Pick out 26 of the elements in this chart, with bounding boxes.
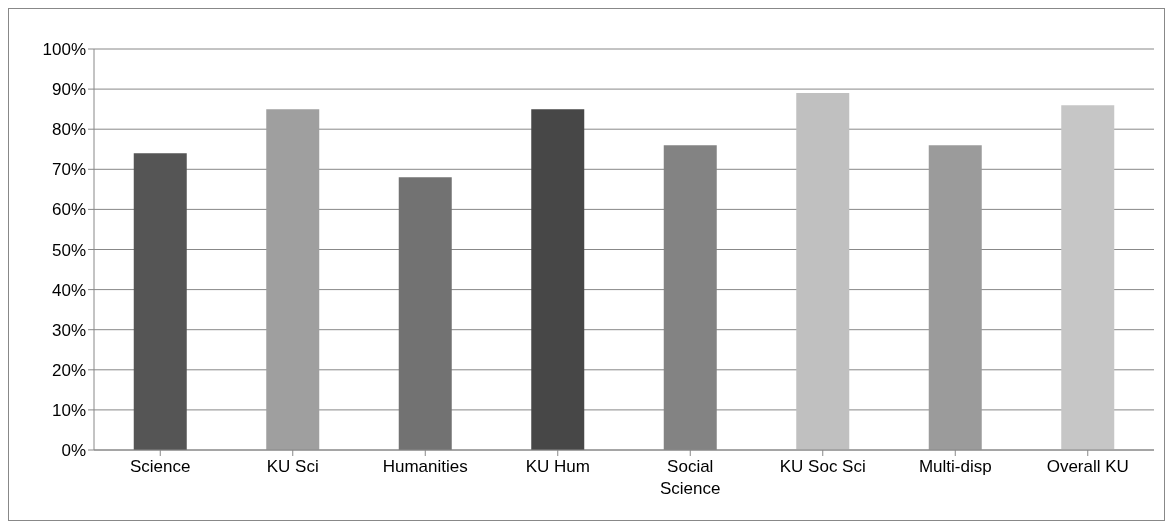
x-tick-label: KU Soc Sci: [779, 457, 866, 476]
x-tick-label: KU Sci: [266, 457, 319, 476]
y-tick-label: 30%: [51, 320, 86, 340]
bar: [796, 93, 850, 450]
y-tick-label: 100%: [42, 40, 86, 60]
y-tick-label: 10%: [51, 400, 86, 420]
x-tick-label: Overall KU: [1046, 457, 1129, 476]
y-tick-label: 40%: [51, 280, 86, 300]
bar: [398, 177, 452, 450]
x-tick-label: Multi-disp: [918, 457, 992, 476]
bar: [266, 109, 320, 450]
x-tick-label: KU Hum: [525, 457, 590, 476]
y-tick-label: 60%: [51, 200, 86, 220]
bar: [531, 109, 585, 450]
bar: [133, 153, 187, 450]
y-tick-label: 70%: [51, 160, 86, 180]
y-tick-label: 90%: [51, 80, 86, 100]
bar: [1061, 105, 1115, 450]
y-tick-label: 0%: [61, 441, 86, 461]
y-tick-label: 80%: [51, 120, 86, 140]
x-tick-label: Humanities: [382, 457, 468, 476]
y-tick-label: 50%: [51, 240, 86, 260]
x-tick-label: Social Science: [660, 457, 721, 498]
x-tick-label: Science: [130, 457, 191, 476]
bar: [928, 145, 982, 450]
y-tick-label: 20%: [51, 360, 86, 380]
